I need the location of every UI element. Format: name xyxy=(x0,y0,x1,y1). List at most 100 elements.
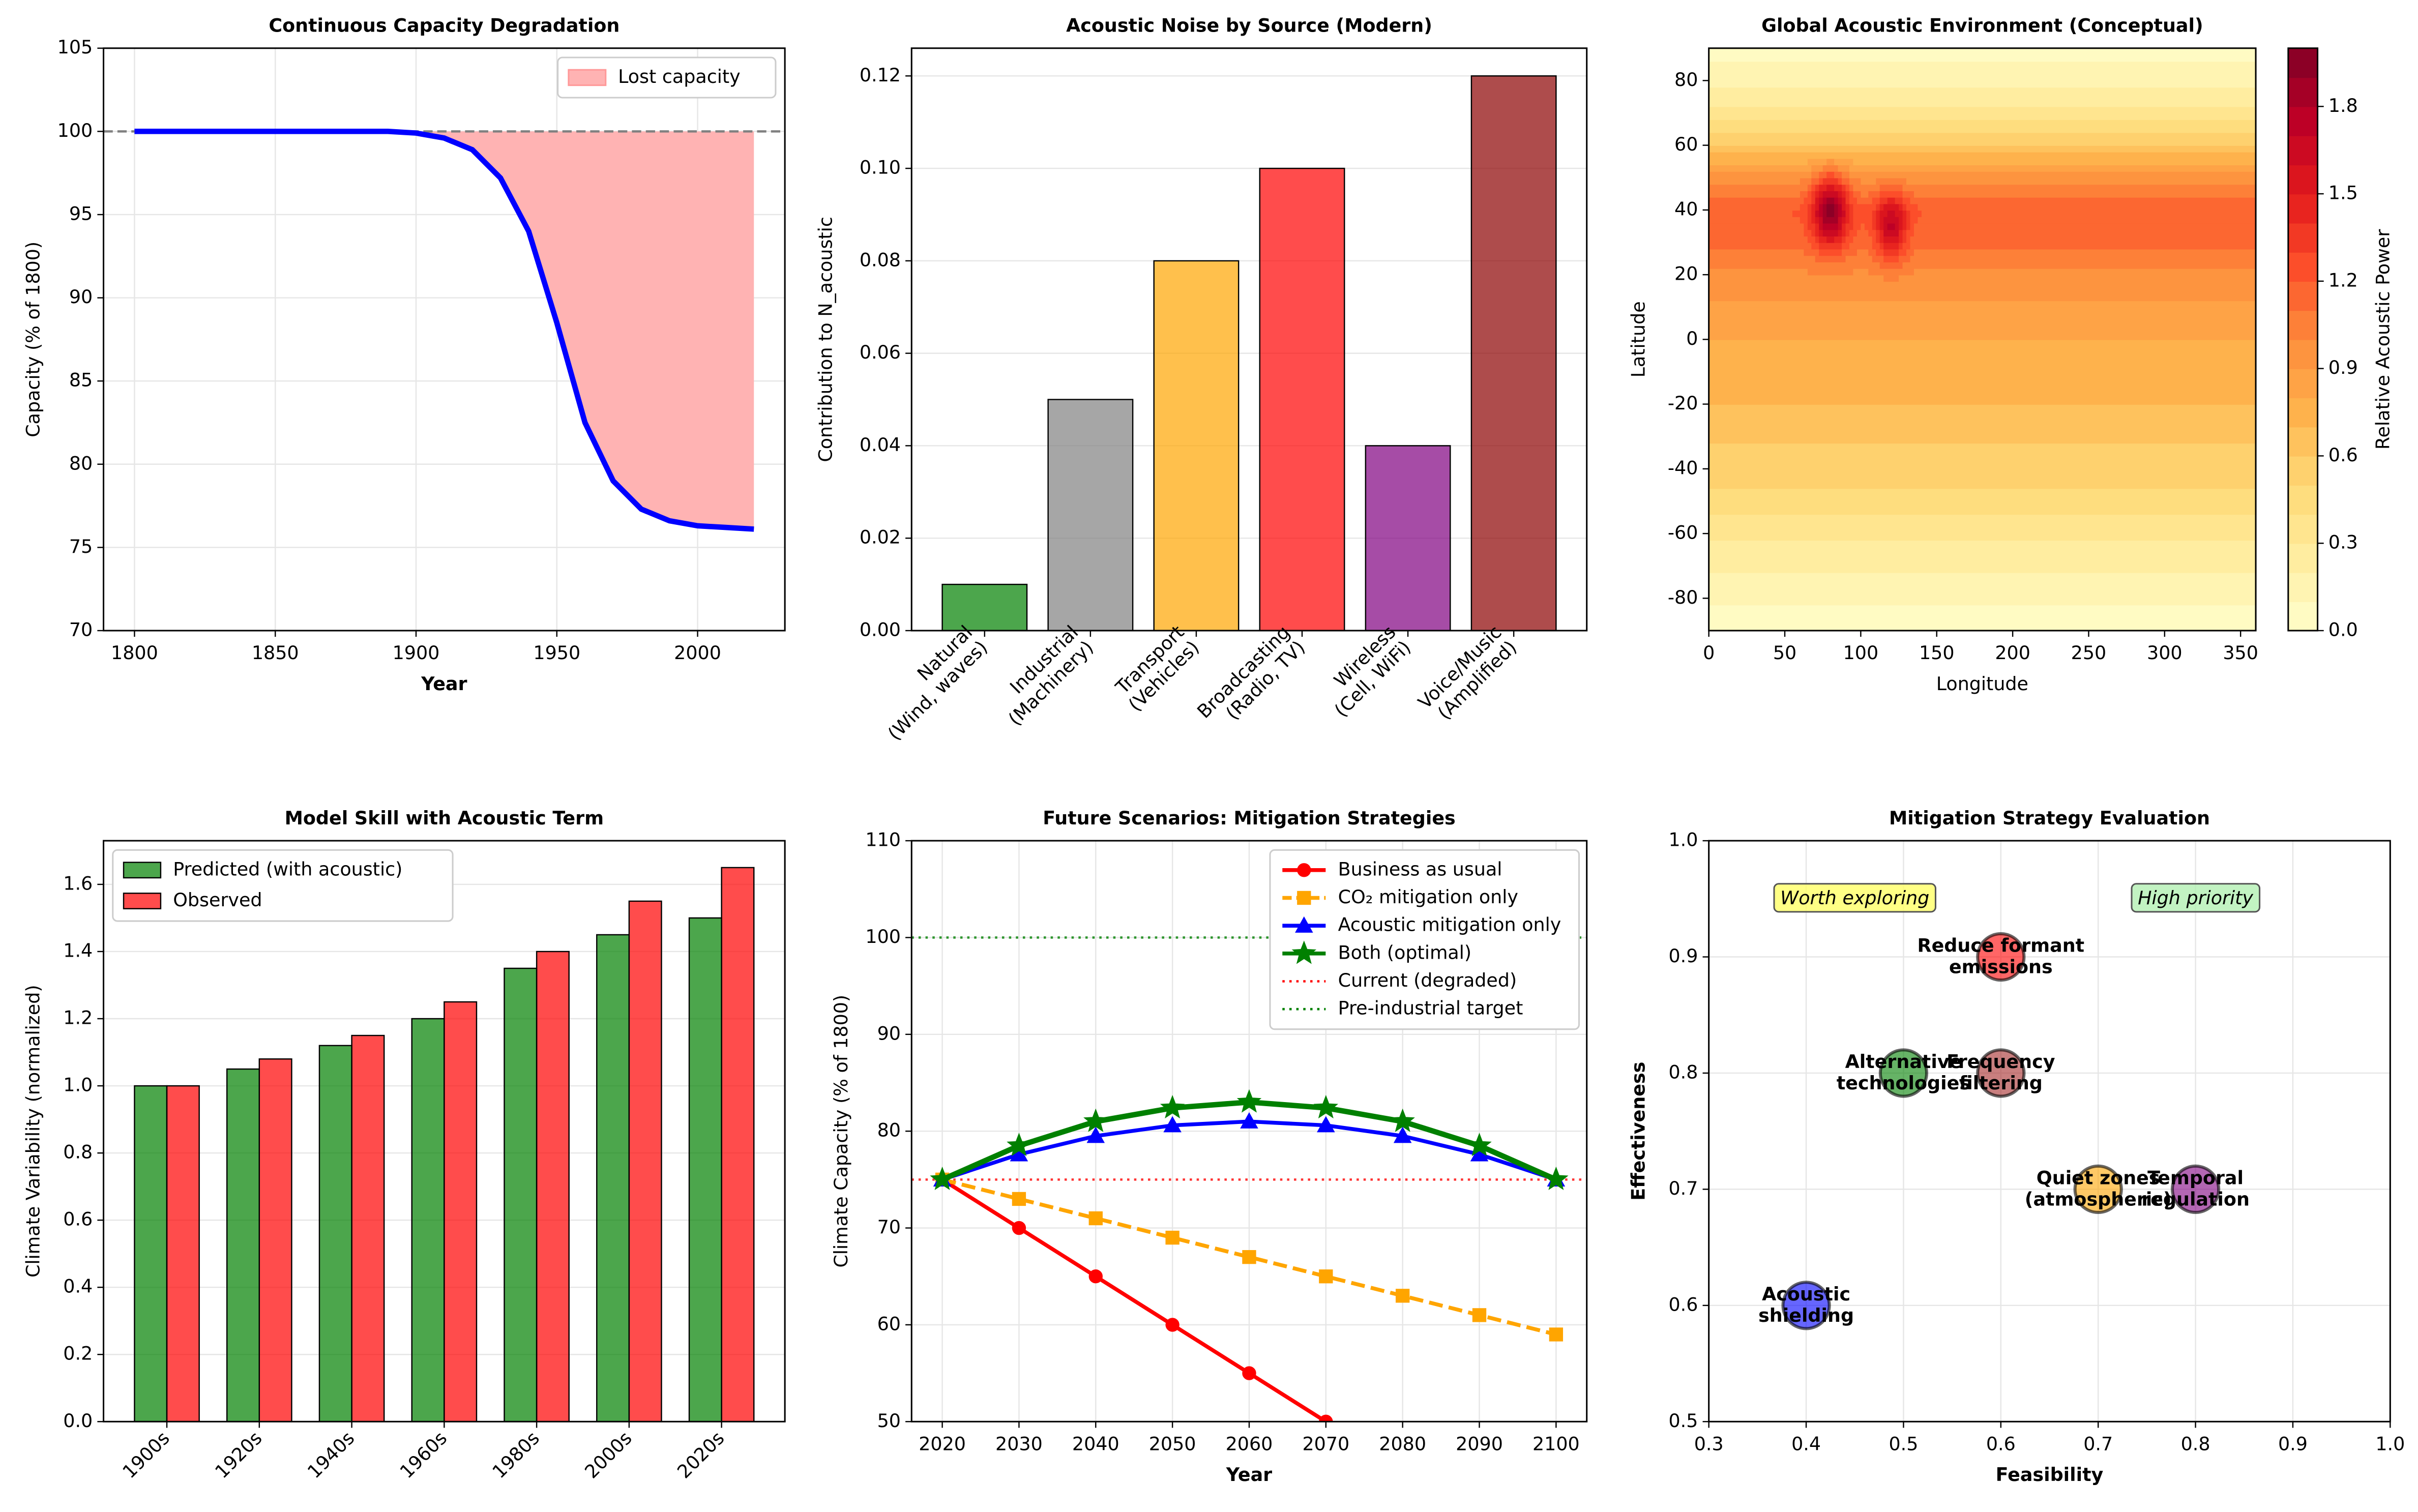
field-cell xyxy=(1800,184,1809,191)
field-cell xyxy=(1864,242,1873,250)
legend-label: Predicted (with acoustic) xyxy=(173,858,402,880)
bar xyxy=(941,583,1028,632)
field-cell xyxy=(1879,171,1903,179)
field-cell xyxy=(1708,80,2257,88)
field-cell xyxy=(1708,559,2257,567)
marker xyxy=(1012,1192,1026,1206)
field-cell xyxy=(1708,624,2257,632)
bar xyxy=(628,900,662,1422)
field-cell xyxy=(1838,275,1880,282)
field-cell xyxy=(1876,210,1880,217)
field-cell xyxy=(1876,229,1880,236)
field-cell xyxy=(1819,203,1823,211)
annotation: High priority xyxy=(2138,887,2253,909)
y-axis-label: Capacity (% of 1800) xyxy=(22,242,44,437)
field-cell xyxy=(1879,184,1903,191)
field-cell xyxy=(1918,216,2257,224)
field-cell xyxy=(1883,275,1900,282)
field-cell xyxy=(1918,235,2257,243)
x-tick-label: 1.0 xyxy=(2375,1433,2405,1455)
y-axis-label: Climate Capacity (% of 1800) xyxy=(830,995,852,1268)
field-cell xyxy=(1853,158,2257,166)
field-cell xyxy=(1708,365,2257,373)
marker xyxy=(1396,1289,1410,1303)
field-cell xyxy=(1807,210,1812,217)
x-tick-label: 1850 xyxy=(252,642,299,664)
chart-title: Global Acoustic Environment (Conceptual) xyxy=(1761,15,2203,37)
field-cell xyxy=(1838,164,1850,172)
y-tick-label: 40 xyxy=(1674,198,1698,220)
field-cell xyxy=(1899,235,1903,243)
field-cell xyxy=(1708,126,2257,133)
field-cell xyxy=(1708,54,2257,62)
field-cell xyxy=(1708,410,2257,418)
field-cell xyxy=(1819,249,1843,256)
field-cell xyxy=(1708,93,2257,101)
field-cell xyxy=(1913,197,2257,204)
field-cell xyxy=(1842,242,1850,250)
x-tick-label: 1950 xyxy=(533,642,580,664)
y-tick-label: -40 xyxy=(1668,457,1698,479)
field-cell xyxy=(1899,229,1903,236)
field-cell xyxy=(1842,210,1846,217)
field-cell xyxy=(1807,184,1812,191)
colorbar-segment xyxy=(2288,456,2318,486)
field-cell xyxy=(1845,190,1850,198)
field-cell xyxy=(1883,249,1900,256)
x-tick-label: 2000s xyxy=(580,1427,636,1483)
colorbar-segment xyxy=(2288,572,2318,602)
field-cell xyxy=(1811,229,1816,236)
field-cell xyxy=(1879,242,1884,250)
bubble-label: Quiet zones (atmospheric) xyxy=(2025,1167,2172,1210)
field-cell xyxy=(1853,190,1862,198)
field-cell xyxy=(1899,203,1903,211)
field-cell xyxy=(1708,359,2257,366)
marker xyxy=(1397,1464,1409,1476)
field-cell xyxy=(1826,158,1835,166)
bubble-label: Temporal regulation xyxy=(2141,1167,2250,1210)
colorbar-frame xyxy=(2287,47,2319,632)
field-cell xyxy=(1902,184,1911,191)
y-tick-label: 90 xyxy=(69,286,93,308)
y-tick-label: 1.6 xyxy=(63,872,93,894)
x-tick-label: 0.3 xyxy=(1694,1433,1724,1455)
x-tick-label: 0.4 xyxy=(1791,1433,1821,1455)
colorbar-segment xyxy=(2288,310,2318,340)
marker xyxy=(1544,1166,1569,1190)
y-tick-label: 0.6 xyxy=(1668,1293,1698,1315)
marker xyxy=(1242,1366,1256,1380)
bar xyxy=(1047,399,1134,632)
field-cell xyxy=(1708,203,1797,211)
y-tick-label: 20 xyxy=(1674,263,1698,285)
bar xyxy=(134,1085,168,1422)
y-tick-label: 0.8 xyxy=(63,1141,93,1163)
field-cell xyxy=(1819,197,1823,204)
field-cell xyxy=(1708,527,2257,535)
legend-label: Lost capacity xyxy=(618,66,741,87)
field-cell xyxy=(1868,255,1873,262)
field-cell xyxy=(1708,294,2257,302)
field-cell xyxy=(1864,235,1873,243)
bar xyxy=(1365,445,1451,632)
bar xyxy=(411,1018,445,1422)
y-tick-label: 105 xyxy=(57,36,93,58)
field-cell xyxy=(1845,223,1854,230)
field-cell xyxy=(1842,197,1846,204)
field-cell xyxy=(1708,605,2257,612)
x-tick-label: 1900s xyxy=(118,1427,173,1483)
y-tick-label: 0.8 xyxy=(1668,1061,1698,1083)
field-cell xyxy=(1815,210,1820,217)
field-cell xyxy=(1902,229,1907,236)
field-cell xyxy=(1842,203,1846,211)
x-tick-label: 350 xyxy=(2223,642,2258,664)
field-cell xyxy=(1849,184,1854,191)
field-cell xyxy=(1899,255,1911,262)
field-cell xyxy=(1811,184,1816,191)
field-cell xyxy=(1796,197,1805,204)
field-cell xyxy=(1864,210,1873,217)
field-cell xyxy=(1883,229,1900,236)
field-cell xyxy=(1822,275,1839,282)
field-cell xyxy=(1708,494,2257,502)
field-cell xyxy=(1804,171,1812,179)
field-cell xyxy=(1708,87,2257,95)
